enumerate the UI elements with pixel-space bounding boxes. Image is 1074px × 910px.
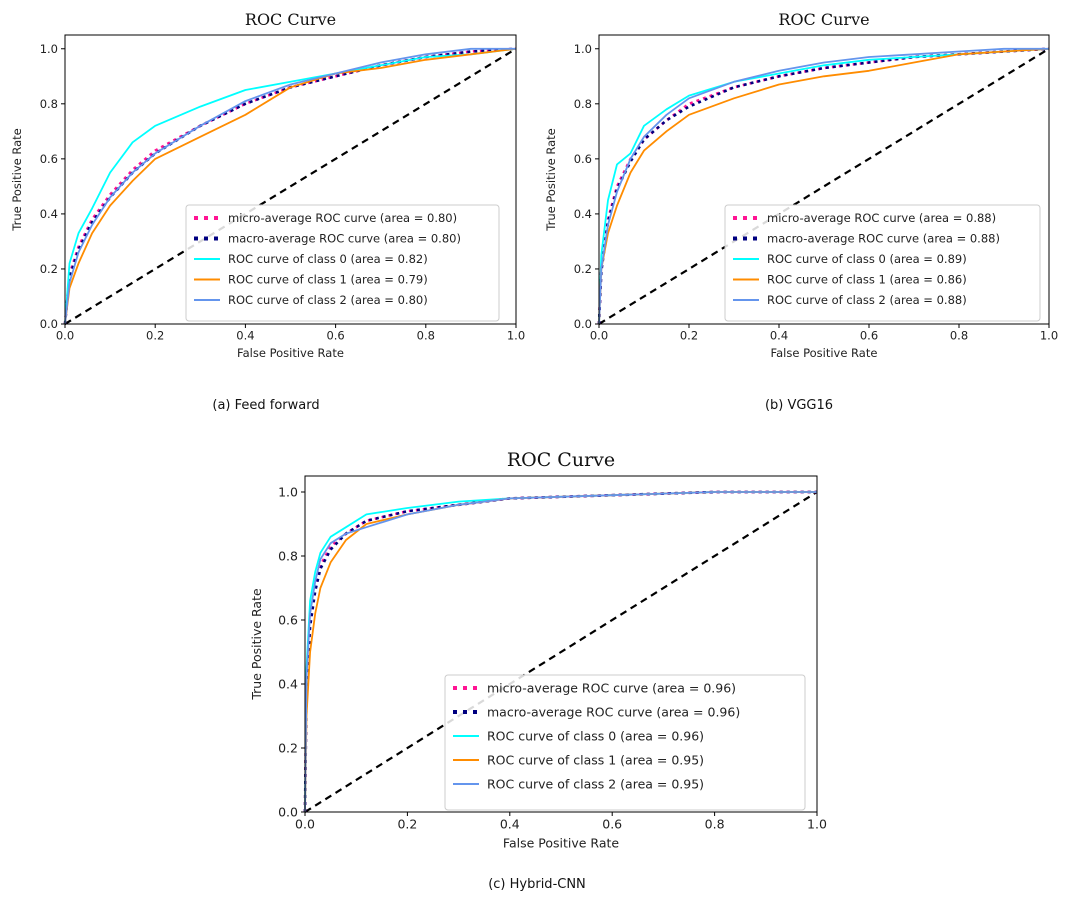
series-line-4 [598,47,1049,325]
legend-box [724,204,1041,322]
legend-label-1: macro-average ROC curve (area = 0.80) [228,232,461,246]
legend-label-2: ROC curve of class 0 (area = 0.82) [228,252,428,266]
y-tick-label: 0.4 [40,207,58,221]
legend-label-3: ROC curve of class 1 (area = 0.95) [487,753,704,768]
caption-vgg16: (b) VGG16 [764,398,834,413]
x-tick-label: 0.4 [236,329,254,343]
legend-label-4: ROC curve of class 2 (area = 0.88) [767,293,967,307]
series-line-4 [64,47,516,325]
x-tick-label: 0.0 [590,329,608,343]
y-tick-label: 0.0 [574,317,592,331]
series-line-1 [303,490,817,813]
series-line-2 [64,47,517,325]
diagonal-reference-line [598,47,1050,325]
legend-label-4: ROC curve of class 2 (area = 0.95) [487,777,704,792]
x-tick-label: 0.2 [680,329,698,343]
y-tick-label: 0.6 [574,152,592,166]
legend-label-0: micro-average ROC curve (area = 0.96) [487,681,736,696]
chart-title: ROC Curve [507,449,615,471]
caption-feed-forward: (a) Feed forward [212,398,320,413]
x-tick-label: 0.6 [326,329,344,343]
plot-frame [304,475,818,813]
x-tick-label: 0.8 [950,329,968,343]
legend-box [444,674,806,811]
y-tick-label: 0.8 [40,97,58,111]
x-tick-label: 0.4 [500,817,520,832]
plot-frame [598,34,1050,325]
y-tick-label: 0.6 [40,152,58,166]
legend-label-0: micro-average ROC curve (area = 0.88) [767,211,996,225]
y-tick-label: 0.2 [40,262,58,276]
x-tick-label: 1.0 [807,817,827,832]
roc-chart-vgg16: ROC Curve 0.0 0.2 0.4 0.6 0.8 1.0 0.0 0.2 0.4 0.6 0… [535,0,1065,375]
y-axis-label: True Positive Rate [249,588,264,701]
x-tick-label: 0.0 [56,329,74,343]
x-tick-label: 0.0 [295,817,315,832]
series-line-2 [598,47,1050,325]
series-line-3 [64,47,517,325]
legend-label-1: macro-average ROC curve (area = 0.88) [767,232,1000,246]
legend-label-4: ROC curve of class 2 (area = 0.80) [228,293,428,307]
x-tick-label: 0.8 [417,329,435,343]
caption-hybrid-cnn: (c) Hybrid-CNN [488,877,586,892]
legend-label-2: ROC curve of class 0 (area = 0.96) [487,729,704,744]
y-tick-label: 1.0 [278,485,298,500]
y-tick-label: 0.8 [278,549,298,564]
chart-title: ROC Curve [778,10,869,29]
y-tick-label: 0.4 [574,207,592,221]
y-tick-label: 1.0 [40,42,58,56]
y-tick-label: 1.0 [574,42,592,56]
x-axis-label: False Positive Rate [771,346,878,360]
x-axis-label: False Positive Rate [503,835,619,850]
y-axis-label: True Positive Rate [10,128,24,231]
plot-frame [64,34,517,325]
roc-chart-svg: ROC Curve 0.0 0.2 0.4 0.6 0.8 1.0 0.0 0.2 0.4 0.6 0… [10,10,525,360]
legend-label-3: ROC curve of class 1 (area = 0.79) [228,273,428,287]
y-tick-label: 0.6 [278,613,298,628]
x-tick-label: 0.6 [602,817,622,832]
y-tick-label: 0.8 [574,97,592,111]
x-tick-label: 0.8 [705,817,725,832]
y-axis-label: True Positive Rate [544,128,558,231]
y-tick-label: 0.2 [574,262,592,276]
legend-box [185,204,500,322]
x-axis-label: False Positive Rate [237,346,344,360]
roc-chart-svg: ROC Curve 0.0 0.2 0.4 0.6 0.8 1.0 0.0 0.2 0.4 0.6 0… [544,10,1058,360]
x-tick-label: 0.2 [397,817,417,832]
diagonal-reference-line [304,491,818,813]
x-tick-label: 1.0 [1040,329,1058,343]
roc-chart-svg: ROC Curve 0.0 0.2 0.4 0.6 0.8 1.0 0.0 0.2 0.4 0.6 0… [249,449,827,850]
roc-chart-feed-forward: ROC Curve 0.0 0.2 0.4 0.6 0.8 1.0 0.0 0.2 0.4 0.6 0… [0,0,530,375]
legend-label-2: ROC curve of class 0 (area = 0.89) [767,252,967,266]
y-tick-label: 0.2 [278,741,298,756]
x-tick-label: 0.6 [860,329,878,343]
x-tick-label: 0.2 [146,329,164,343]
x-tick-label: 0.4 [770,329,788,343]
y-tick-label: 0.4 [278,677,298,692]
legend-label-3: ROC curve of class 1 (area = 0.86) [767,273,967,287]
diagonal-reference-line [64,47,517,325]
series-line-3 [598,47,1050,325]
legend-label-1: macro-average ROC curve (area = 0.96) [487,705,740,720]
legend-label-0: micro-average ROC curve (area = 0.80) [228,211,457,225]
y-tick-label: 0.0 [278,805,298,820]
chart-title: ROC Curve [245,10,336,29]
series-line-4 [304,491,817,813]
y-tick-label: 0.0 [40,317,58,331]
x-tick-label: 1.0 [507,329,525,343]
roc-chart-hybrid-cnn: ROC Curve 0.0 0.2 0.4 0.6 0.8 1.0 0.0 0.2 0.4 0.6 0… [235,443,835,868]
